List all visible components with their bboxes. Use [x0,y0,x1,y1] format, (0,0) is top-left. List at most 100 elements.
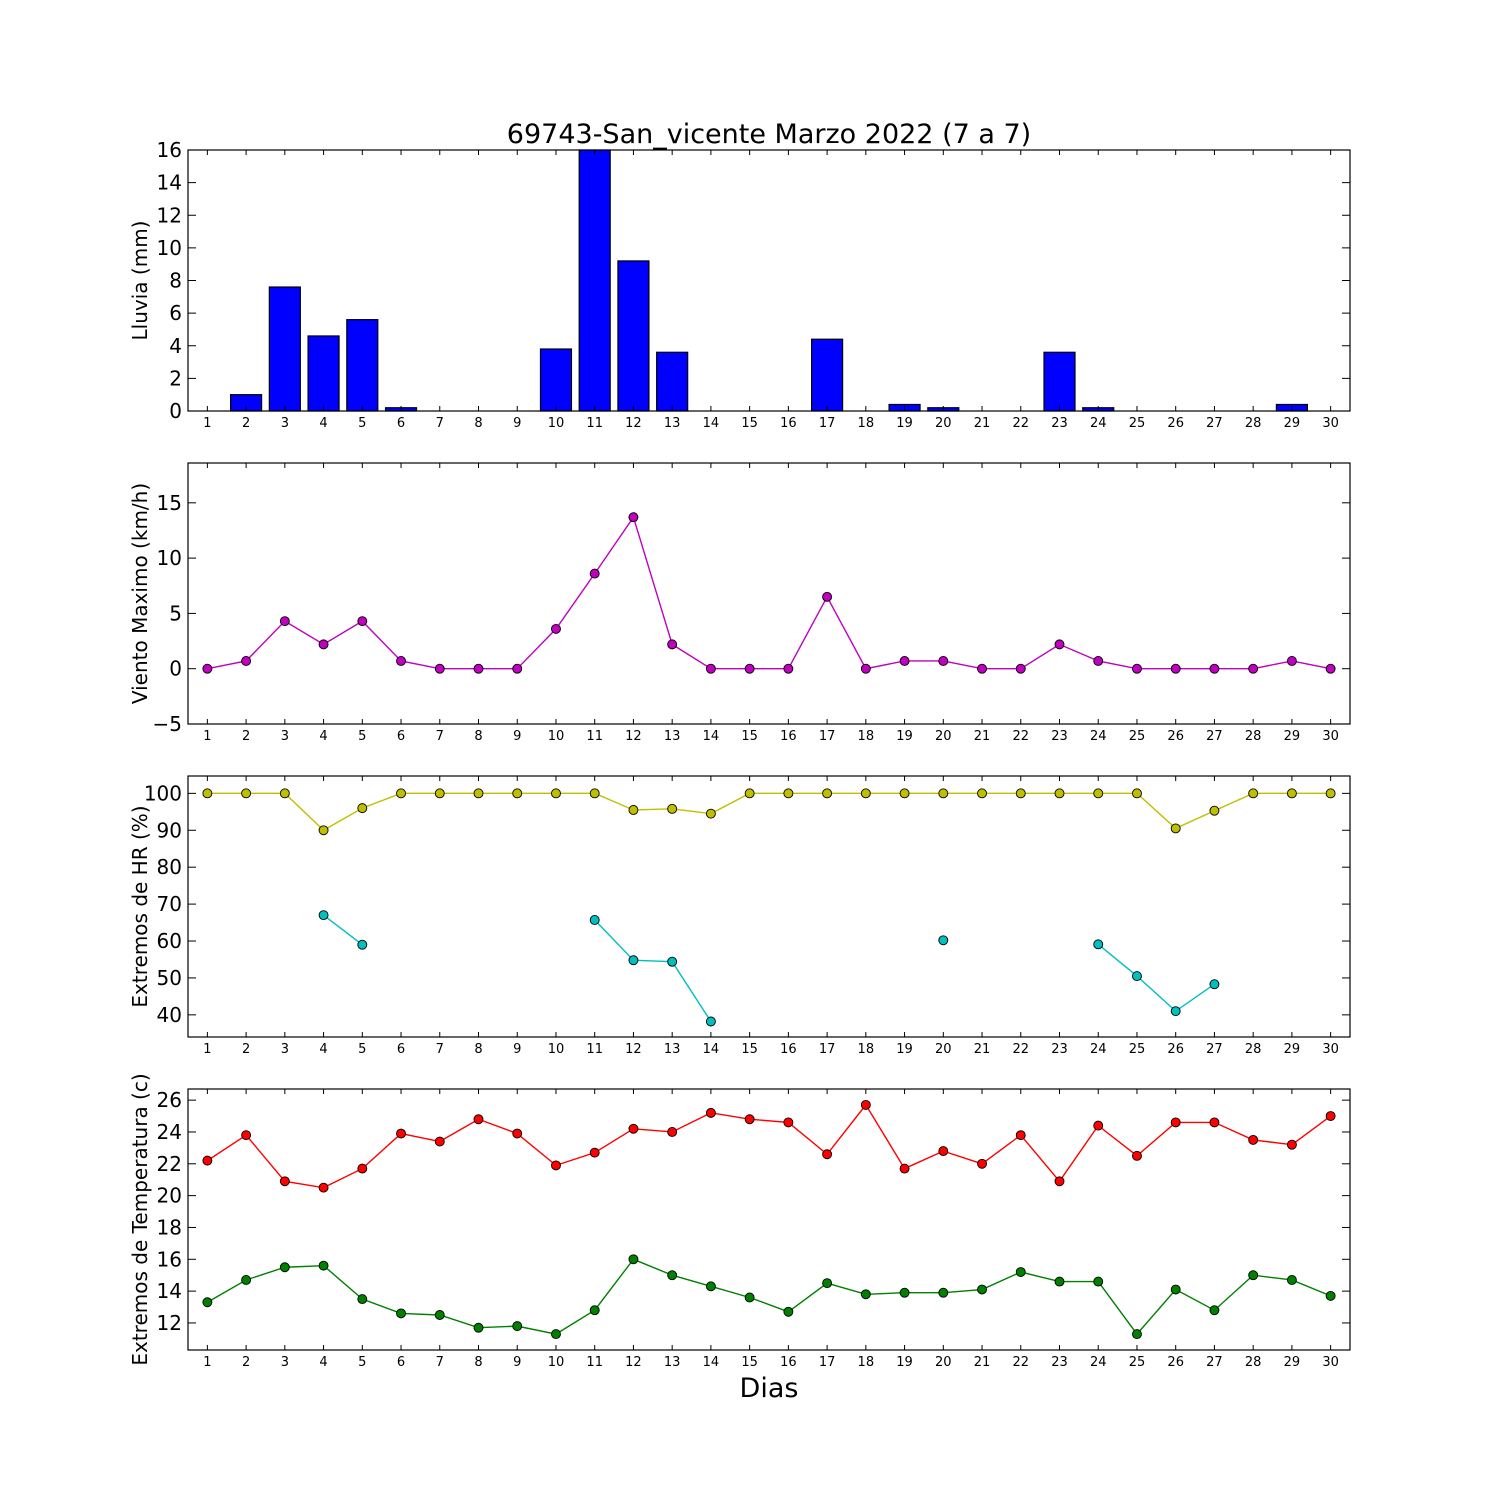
hr-max-point [1325,788,1336,799]
y-tick-label: −5 [153,712,182,736]
x-tick-label: 16 [780,1042,797,1057]
temp-max-point [434,1136,445,1147]
rain-bar [539,348,573,412]
x-tick-label: 10 [548,729,565,744]
x-tick-label: 11 [586,1042,603,1057]
x-tick-label: 11 [586,729,603,744]
x-tick-label: 28 [1245,1042,1262,1057]
temp-min-point [357,1294,368,1305]
hr-max-point [938,788,949,799]
hr-max-point [744,788,755,799]
x-tick-label: 12 [625,729,642,744]
temp-min-point [938,1287,949,1298]
x-tick-label: 24 [1090,729,1107,744]
hr-max-point [1054,788,1065,799]
temp-min-point [1248,1270,1259,1281]
hr-max-point [1132,788,1142,799]
x-tick-label: 30 [1322,416,1339,431]
x-tick-label: 20 [935,729,952,744]
temp-max-point [1209,1117,1220,1128]
temp-max-point [318,1182,329,1193]
x-tick-label: 9 [513,1355,521,1370]
x-tick-label: 30 [1322,1042,1339,1057]
temp-max-point [589,1147,600,1158]
x-tick-label: 13 [664,1355,681,1370]
x-tick-label: 23 [1051,1355,1068,1370]
x-tick-label: 10 [548,416,565,431]
x-tick-label: 26 [1167,1042,1184,1057]
x-tick-label: 6 [397,1355,405,1370]
y-axis-label: Extremos de Temperatura (c) [128,1073,152,1365]
x-tick-label: 2 [242,416,250,431]
y-axis-label: Viento Maximo (km/h) [128,483,152,704]
x-tick-label: 17 [819,729,836,744]
temp-max-point [860,1099,871,1110]
temp-min-point [860,1289,871,1300]
x-tick-label: 9 [513,729,521,744]
x-tick-label: 6 [397,1042,405,1057]
wind-point [1286,656,1297,666]
x-tick-label: 29 [1284,729,1301,744]
x-tick-label: 14 [703,1042,720,1057]
temp-max-point [551,1160,561,1171]
temp-min-point [473,1322,484,1333]
temp-max-point [279,1176,290,1187]
temp-max-point [705,1107,716,1118]
temp-max-point [1170,1117,1181,1128]
x-tick-label: 19 [896,1042,913,1057]
hr-min-line [323,914,1215,1022]
x-tick-label: 21 [974,1355,991,1370]
x-tick-label: 21 [974,729,991,744]
y-tick-label: 90 [157,818,182,842]
temp-min-point [705,1281,716,1292]
x-tick-label: 10 [548,1042,565,1057]
wind-point [1015,663,1026,674]
x-tick-label: 24 [1090,416,1107,431]
temp-max-point [1132,1150,1142,1161]
y-tick-label: 0 [169,399,182,423]
x-tick-label: 22 [1012,1042,1029,1057]
y-tick-label: 14 [157,1279,182,1303]
x-tick-label: 2 [242,1042,250,1057]
y-tick-label: 12 [157,203,182,227]
hr-max-point [1170,823,1181,834]
wind-point [667,639,678,650]
hr-max-point [977,788,987,799]
y-tick-label: 10 [157,546,182,570]
x-tick-label: 7 [436,1042,444,1057]
wind-point [396,656,406,666]
temp-max-point [1248,1134,1259,1145]
x-tick-label: 27 [1206,416,1223,431]
hr-max-point [822,788,833,799]
hr-max-point [628,805,639,815]
x-tick-label: 7 [436,416,444,431]
hr-min-point [1132,971,1142,982]
y-tick-label: 50 [157,966,182,990]
x-tick-label: 16 [780,416,797,431]
temp-min-line [207,1258,1331,1336]
hr-max-point [783,788,794,799]
temperature-panel: 1 2 3 4 5 6 7 8 9 10 11 12 13 14 15 16 17 18 19 20 21 22 23 24 2… [128,1073,1351,1370]
hr-min-point [628,955,639,966]
hr-max-point [1286,788,1297,799]
hr-max-point [202,788,213,799]
wind-point [279,616,290,627]
temp-max-point [241,1130,252,1141]
hr-min-point [938,935,949,946]
x-tick-label: 2 [242,729,250,744]
y-axis-label: Lluvia (mm) [128,221,152,341]
wind-point [202,663,213,674]
y-tick-label: 70 [157,892,182,916]
humidity-panel: 1 2 3 4 5 6 7 8 9 10 11 12 13 14 15 16 17 18 19 20 21 22 23 24 2… [128,775,1351,1057]
x-tick-label: 9 [513,416,521,431]
temp-min-point [551,1329,561,1340]
y-axis-label: Extremos de HR (%) [128,805,152,1007]
hr-min-point [589,915,600,925]
rain-bar [1043,351,1076,412]
hr-max-point [589,788,600,799]
x-tick-label: 25 [1129,729,1146,744]
y-tick-label: 40 [157,1003,182,1027]
temp-min-point [1093,1276,1104,1287]
x-tick-label: 5 [358,729,366,744]
